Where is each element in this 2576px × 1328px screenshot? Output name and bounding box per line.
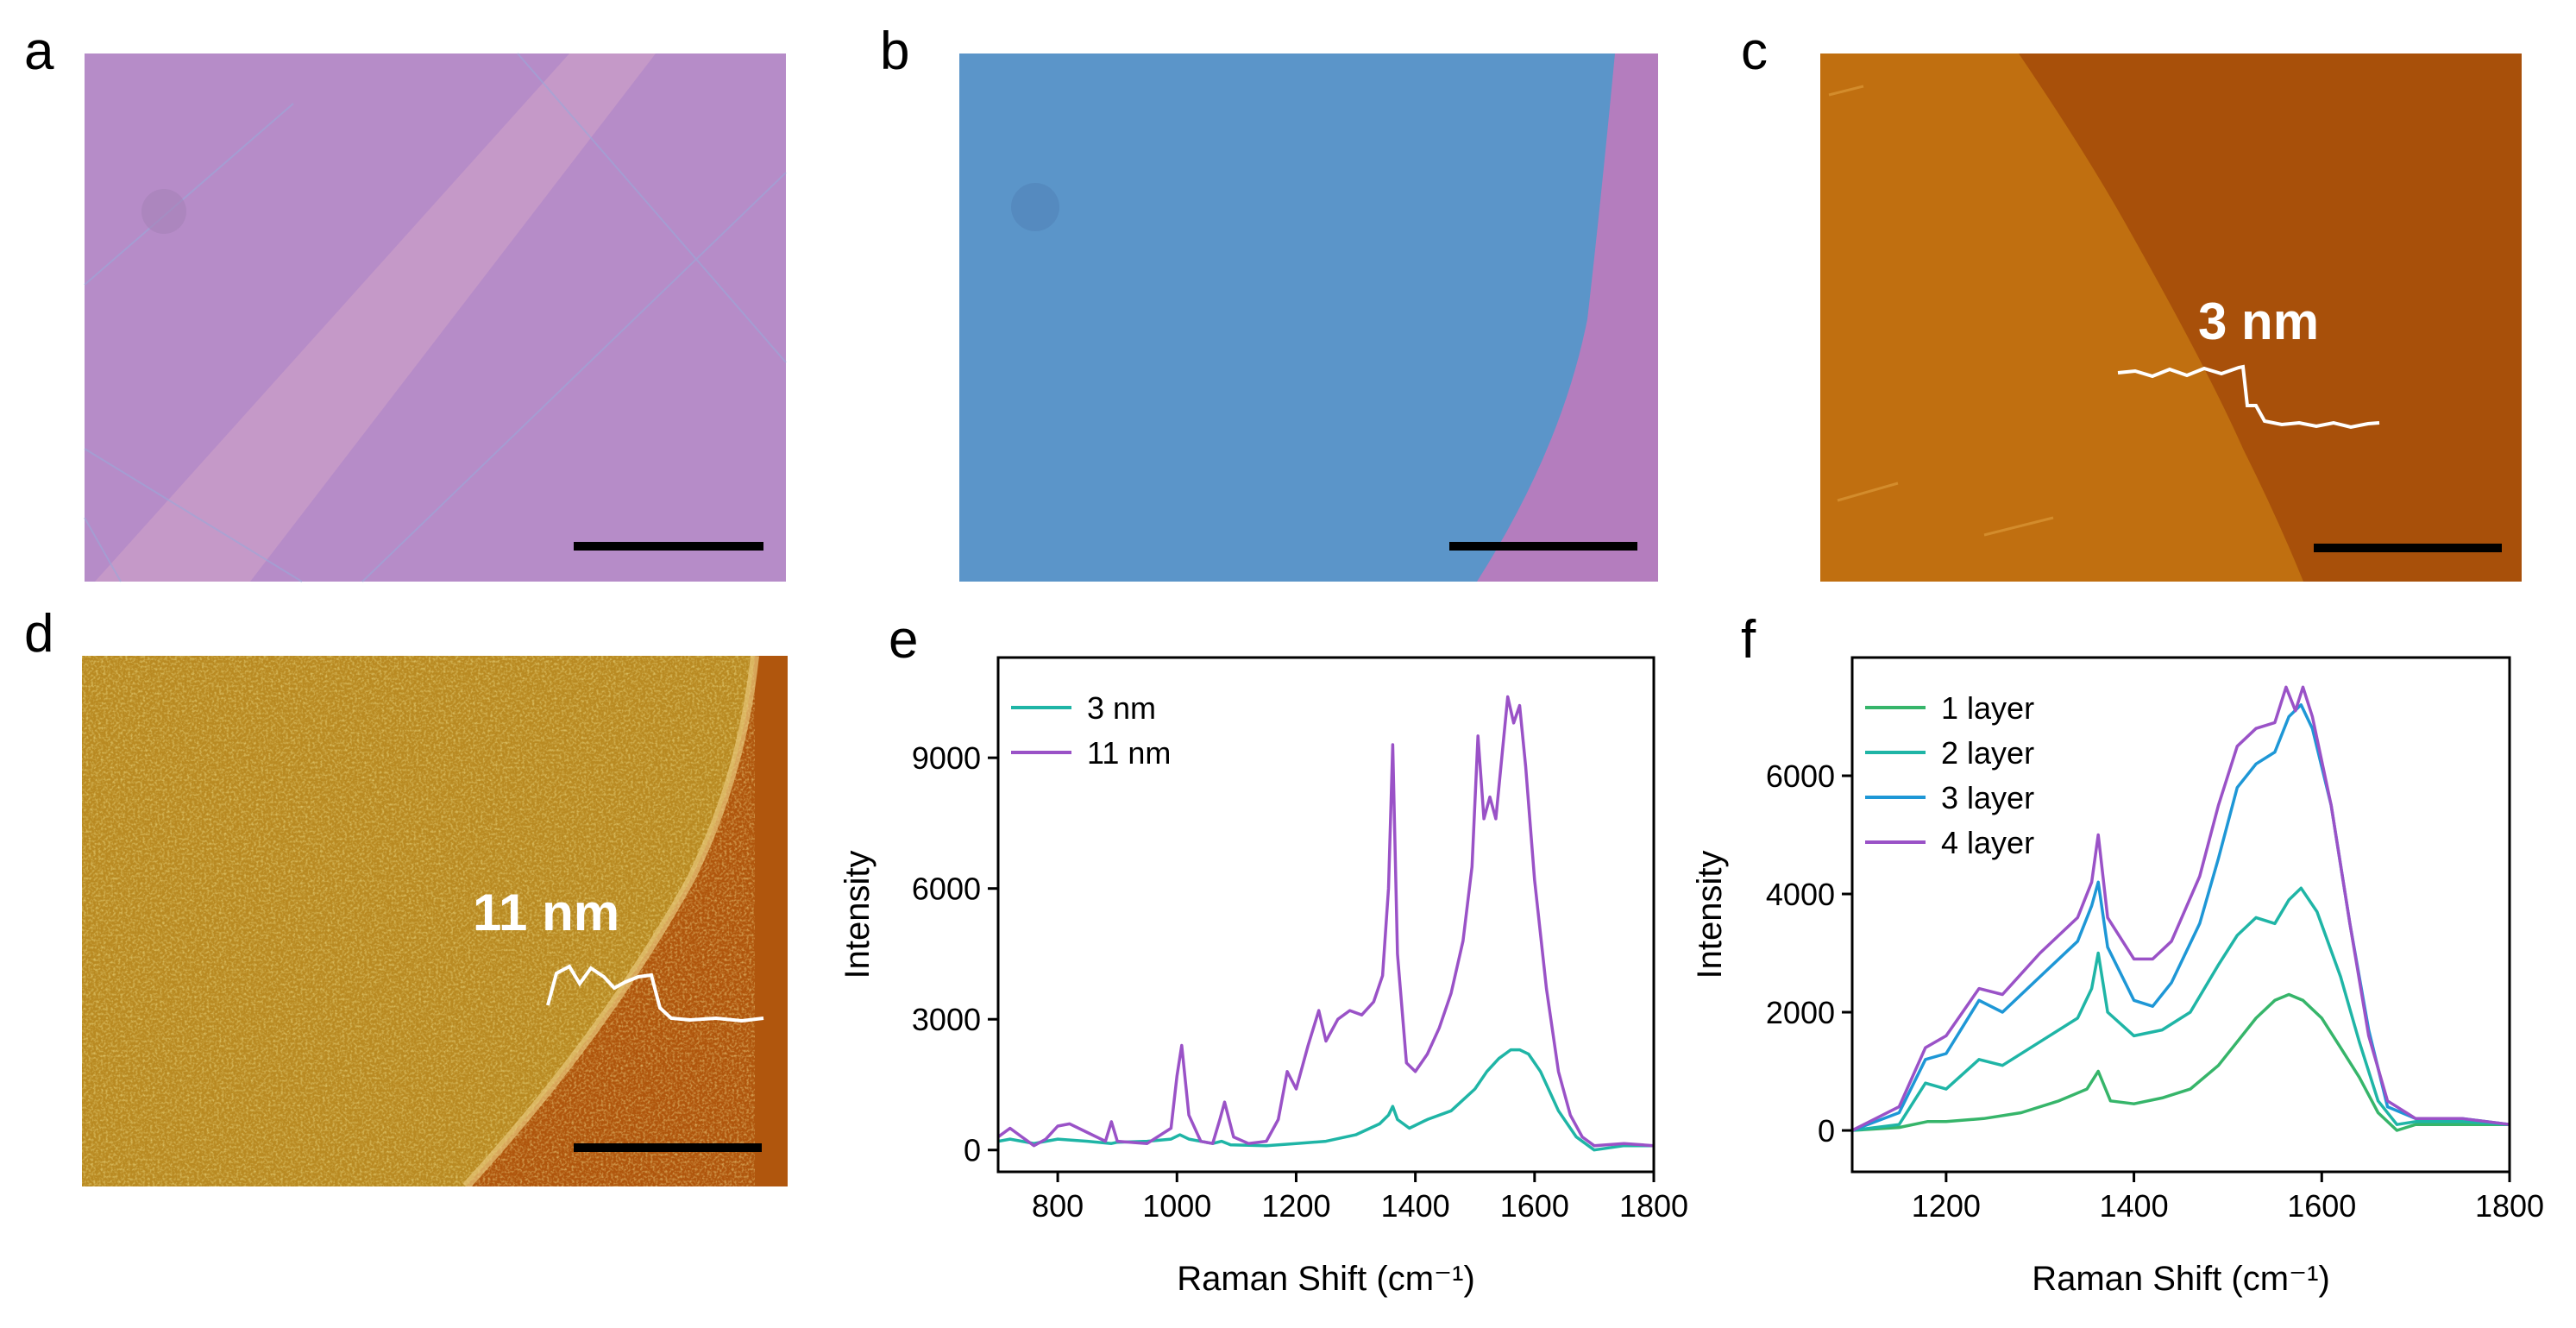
series-line-1: [998, 1048, 1654, 1152]
panel-label-d: d: [24, 604, 53, 664]
panel-b-optical-image: [959, 53, 1658, 582]
x-axis-label: Raman Shift (cm⁻¹): [2032, 1260, 2330, 1298]
y-tick-label: 0: [964, 1133, 981, 1168]
y-axis-label: Intensity: [1691, 851, 1729, 979]
y-tick-label: 9000: [912, 740, 981, 776]
scale-bar: [574, 542, 763, 551]
legend-label: 3 layer: [1941, 780, 2034, 815]
panel-d-afm-image: 11 nm: [82, 656, 788, 1186]
scale-bar: [574, 1143, 762, 1152]
scale-bar: [2314, 544, 2502, 552]
panel-c-afm-image: 3 nm: [1820, 53, 2522, 582]
annotation-3nm: 3 nm: [2198, 293, 2319, 350]
x-tick-label: 1400: [2100, 1188, 2169, 1224]
legend-label: 11 nm: [1087, 735, 1171, 771]
legend-label: 3 nm: [1087, 690, 1156, 726]
y-tick-label: 4000: [1766, 877, 1835, 912]
y-tick-label: 2000: [1766, 995, 1835, 1030]
x-tick-label: 1200: [1912, 1188, 1981, 1224]
legend-label: 1 layer: [1941, 690, 2034, 726]
y-tick-label: 0: [1818, 1113, 1835, 1149]
panel-label-e: e: [889, 610, 918, 670]
axes-frame: [1850, 656, 2511, 1174]
x-tick-label: 1400: [1381, 1188, 1450, 1224]
legend-label: 4 layer: [1941, 825, 2034, 860]
x-tick-label: 1200: [1261, 1188, 1330, 1224]
panel-label-a: a: [24, 22, 54, 81]
panel-a-optical-image: [84, 53, 787, 582]
annotation-11nm: 11 nm: [473, 884, 619, 941]
y-tick-label: 3000: [912, 1002, 981, 1037]
x-axis-label: Raman Shift (cm⁻¹): [1177, 1260, 1475, 1298]
x-tick-label: 800: [1032, 1188, 1084, 1224]
y-tick-label: 6000: [1766, 758, 1835, 794]
scale-bar: [1449, 542, 1637, 551]
legend-label: 2 layer: [1941, 735, 2034, 771]
y-axis-label: Intensity: [839, 851, 876, 979]
raman-chart-f: 1200 1400 1600 1800 0 2000 4000 6000 Raman Shif…: [1691, 656, 2544, 1298]
x-tick-label: 1600: [2287, 1188, 2356, 1224]
series-line-1: [1852, 992, 2510, 1132]
x-tick-label: 1600: [1500, 1188, 1569, 1224]
panel-label-c: c: [1741, 22, 1768, 81]
raman-chart-e: 800 1000 1200 1400 1600 1800 0 3000 6000 9000 Ram…: [839, 656, 1688, 1298]
series-line-2: [998, 695, 1654, 1148]
axes-frame: [996, 656, 1656, 1174]
panel-label-b: b: [880, 22, 909, 81]
x-tick-label: 1800: [1619, 1188, 1688, 1224]
panel-label-f: f: [1741, 610, 1756, 670]
x-tick-label: 1000: [1142, 1188, 1211, 1224]
series-line-4: [1852, 685, 2510, 1132]
x-tick-label: 1800: [2475, 1188, 2544, 1224]
y-tick-label: 6000: [912, 872, 981, 907]
height-profile-c: [2117, 364, 2380, 430]
height-profile-d: [546, 964, 764, 1023]
series-line-2: [1852, 886, 2510, 1132]
